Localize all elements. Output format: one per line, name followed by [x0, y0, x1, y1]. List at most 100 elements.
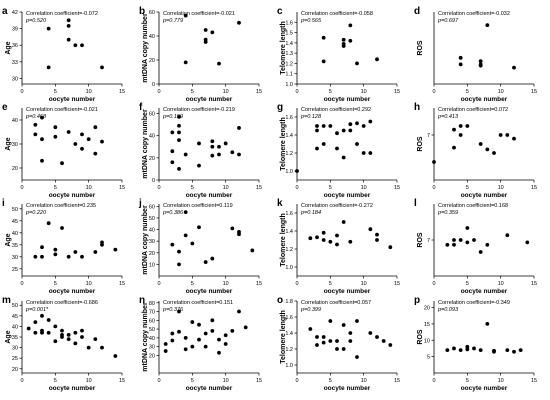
data-point — [348, 38, 353, 43]
x-tick-label: 10 — [361, 185, 367, 191]
y-tick-label: 1.8 — [285, 299, 293, 305]
data-point — [183, 152, 188, 157]
data-point — [183, 13, 188, 18]
data-point — [388, 245, 393, 250]
data-point — [113, 247, 118, 252]
data-point — [80, 254, 84, 259]
data-point — [170, 160, 175, 165]
correlation-label: Correlation coefficient=0.235 — [26, 203, 96, 209]
data-point — [230, 328, 235, 333]
y-tick-label: 15 — [424, 322, 430, 328]
x-axis-label: oocyte number — [461, 385, 508, 392]
data-point — [452, 238, 456, 242]
p-value-label: p=0.220 — [25, 210, 47, 216]
data-point — [230, 150, 235, 155]
p-value-label: p=0.779 — [162, 18, 183, 24]
data-point — [237, 152, 241, 157]
x-axis-label: oocyte number — [186, 288, 233, 295]
data-point — [217, 61, 221, 66]
x-tick-label: 15 — [119, 185, 125, 191]
panel-b: b 0 5 10 15 0 20 40 60 oocyte number mtDNA copy nu… — [139, 6, 262, 103]
data-point — [348, 122, 353, 127]
data-point — [381, 339, 386, 343]
data-point — [452, 346, 456, 351]
data-point — [66, 37, 71, 42]
y-tick-label: 30 — [12, 76, 18, 82]
x-axis-label: oocyte number — [186, 96, 233, 103]
y-tick-label: 10 — [149, 262, 155, 268]
data-point — [197, 337, 201, 342]
x-tick-label: 15 — [119, 89, 125, 95]
data-point — [375, 238, 379, 242]
y-axis-label: Telomere length — [280, 21, 287, 75]
data-point — [183, 233, 188, 238]
data-point — [203, 260, 208, 264]
x-tick-label: 15 — [256, 89, 262, 95]
data-point — [321, 340, 326, 345]
correlation-label: Correlation coefficient=-0.686 — [26, 300, 98, 306]
y-tick-label: 1.1 — [285, 72, 293, 78]
y-tick-label: 40 — [12, 118, 18, 124]
data-point — [177, 329, 181, 334]
data-point — [505, 133, 510, 137]
panel-letter: h — [414, 102, 420, 113]
data-point — [445, 348, 450, 352]
data-point — [315, 235, 319, 240]
y-tick-label: 40 — [149, 336, 155, 342]
data-point — [348, 23, 353, 28]
x-tick-label: 15 — [531, 281, 537, 287]
y-tick-label: 0 — [152, 82, 155, 88]
x-tick-label: 5 — [329, 89, 332, 95]
data-point — [243, 325, 248, 330]
y-tick-label: 1.4 — [285, 133, 293, 139]
y-axis-label: mtDNA copy number — [142, 205, 149, 275]
x-axis-label: oocyte number — [49, 385, 96, 392]
data-point — [335, 242, 339, 247]
x-axis-label: oocyte number — [186, 385, 233, 392]
y-tick-label: 1.2 — [285, 247, 293, 253]
p-value-label: p=0.413 — [437, 114, 459, 120]
x-axis-label: oocyte number — [324, 288, 371, 295]
y-tick-label: 30 — [12, 346, 18, 352]
data-point — [100, 139, 104, 144]
x-tick-label: 0 — [432, 185, 435, 191]
data-point — [170, 242, 175, 247]
data-point — [170, 130, 175, 135]
data-point — [328, 339, 333, 343]
data-point — [40, 158, 44, 163]
y-tick-label: 30 — [149, 239, 155, 245]
data-point — [341, 220, 346, 224]
data-point — [328, 124, 333, 128]
x-tick-label: 5 — [466, 89, 469, 95]
data-point — [223, 141, 228, 146]
y-tick-label: 20 — [149, 251, 155, 257]
data-point — [355, 61, 359, 66]
p-value-label: p=0.001* — [25, 307, 49, 313]
data-point — [230, 226, 235, 231]
data-point — [183, 335, 188, 340]
data-point — [341, 44, 346, 48]
data-point — [80, 146, 84, 151]
x-tick-label: 5 — [191, 89, 194, 95]
y-axis-label: mtDNA copy number — [142, 302, 149, 372]
y-tick-label: 36 — [12, 43, 18, 49]
data-point — [432, 160, 436, 164]
data-point — [197, 225, 201, 230]
data-point — [33, 320, 38, 325]
data-point — [40, 137, 44, 142]
correlation-label: Correlation coefficient=0.057 — [301, 300, 371, 306]
y-tick-label: 25 — [12, 356, 18, 362]
data-point — [458, 348, 463, 352]
data-point — [53, 252, 58, 257]
data-point — [33, 122, 38, 127]
y-tick-label: 1.2 — [285, 61, 293, 67]
data-point — [203, 40, 208, 44]
panel-h: h 0 5 10 15 7 oocyte number ROS Correlation coef… — [414, 102, 537, 199]
panel-d: d 0 5 10 15 oocyte number ROS Correlation coeff… — [414, 6, 537, 103]
data-point — [237, 20, 241, 25]
panel-p: p 0 5 10 15 5 10 15 20 oocyte number ROS Correlatio… — [414, 295, 537, 392]
x-tick-label: 10 — [223, 185, 229, 191]
data-point — [46, 318, 51, 322]
correlation-label: Correlation coefficient=-0.349 — [438, 300, 510, 306]
y-axis-label: Telomere length — [280, 117, 287, 171]
